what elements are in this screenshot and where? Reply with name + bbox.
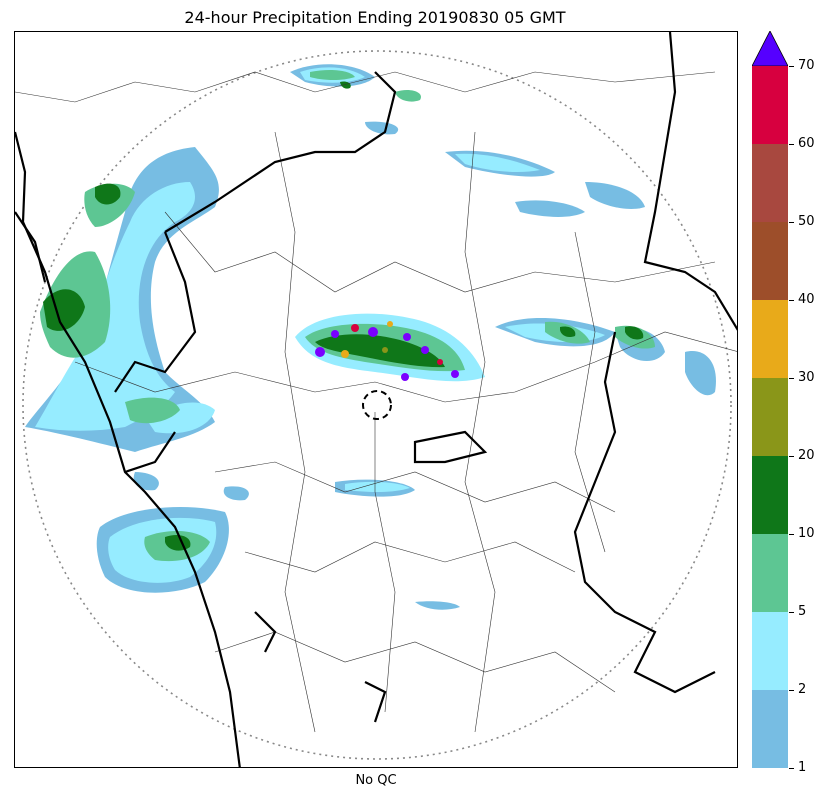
extend-max-triangle-icon [752,31,788,67]
map-caption: No QC [355,773,397,788]
colorbar-tick [789,612,794,613]
colorbar-tick [789,690,794,691]
colorbar-tick-label: 60 [798,136,815,151]
colorbar-tick [789,144,794,145]
colorbar-tick-label: 20 [798,448,815,463]
colorbar-segment [752,534,788,612]
colorbar-tick-label: 5 [798,604,807,619]
colorbar-tick [789,768,794,769]
colorbar-segment [752,690,788,768]
colorbar-segment [752,456,788,534]
colorbar-segment [752,222,788,300]
colorbar-tick [789,66,794,67]
colorbar-tick-label: 1 [798,760,807,775]
colorbar-tick-label: 30 [798,370,815,385]
colorbar-tick [789,222,794,223]
range-ring [22,50,732,760]
colorbar-tick [789,534,794,535]
colorbar-segment [752,66,788,144]
colorbar [752,66,788,768]
colorbar-tick-label: 50 [798,214,815,229]
colorbar-tick-label: 10 [798,526,815,541]
colorbar-segment [752,144,788,222]
state-boundaries [15,32,737,767]
precip-convective-cells [295,313,485,382]
colorbar-segment [752,378,788,456]
precip-map-svg [15,32,737,767]
colorbar-tick [789,456,794,457]
map-title: 24-hour Precipitation Ending 20190830 05… [184,8,566,27]
precip-5-10 [40,69,655,562]
colorbar-tick-label: 70 [798,58,815,73]
radar-map[interactable] [14,31,738,768]
colorbar-segment [752,612,788,690]
colorbar-segment [752,300,788,378]
colorbar-tick-label: 2 [798,682,807,697]
colorbar-tick-label: 40 [798,292,815,307]
colorbar-tick [789,300,794,301]
radar-site-marker [362,390,392,420]
colorbar-tick [789,378,794,379]
